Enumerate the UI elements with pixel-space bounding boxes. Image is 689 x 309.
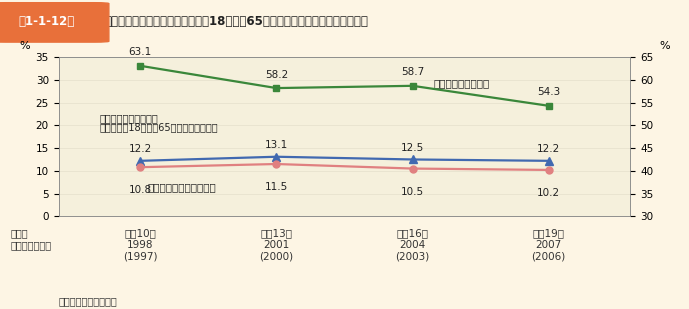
Text: 子どもがいる現役世帯: 子どもがいる現役世帯 (99, 113, 158, 124)
FancyBboxPatch shape (0, 3, 109, 42)
Text: 平成19年
2007
(2006): 平成19年 2007 (2006) (532, 229, 566, 262)
Text: 12.2: 12.2 (129, 144, 152, 154)
Text: 調査年
（調査対象年）: 調査年 （調査対象年） (10, 229, 52, 250)
Text: 10.8: 10.8 (129, 185, 152, 195)
Text: 11.5: 11.5 (265, 182, 288, 192)
Text: 資料：厚生労働省資料: 資料：厚生労働省資料 (59, 296, 117, 306)
Text: 13.1: 13.1 (265, 140, 288, 150)
Text: 平成16年
2004
(2003): 平成16年 2004 (2003) (395, 229, 430, 262)
Text: %: % (19, 41, 30, 51)
Text: 58.7: 58.7 (401, 67, 424, 78)
Text: （世帯主が18歳以上65歳未満）（左軸）: （世帯主が18歳以上65歳未満）（左軸） (99, 123, 218, 133)
Text: 63.1: 63.1 (129, 48, 152, 57)
Text: 58.2: 58.2 (265, 70, 288, 80)
Text: 平成10年
1998
(1997): 平成10年 1998 (1997) (123, 229, 158, 262)
Text: 10.5: 10.5 (401, 187, 424, 197)
Text: 平成13年
2001
(2000): 平成13年 2001 (2000) (259, 229, 294, 262)
Text: 54.3: 54.3 (537, 87, 560, 97)
Text: 10.2: 10.2 (537, 188, 560, 198)
Text: %: % (659, 41, 670, 51)
Text: 12.2: 12.2 (537, 144, 560, 154)
Text: 12.5: 12.5 (401, 142, 424, 153)
Text: 第1-1-12図: 第1-1-12図 (19, 15, 75, 28)
Text: 子どもがいる現役世帯（世帯主が18歳以上65歳未満）の世帯員の相対的貧困率: 子どもがいる現役世帯（世帯主が18歳以上65歳未満）の世帯員の相対的貧困率 (105, 15, 369, 28)
Text: 大人が二人以上（左軸）: 大人が二人以上（左軸） (147, 182, 216, 192)
Text: 大人が一人（右軸）: 大人が一人（右軸） (433, 78, 489, 89)
